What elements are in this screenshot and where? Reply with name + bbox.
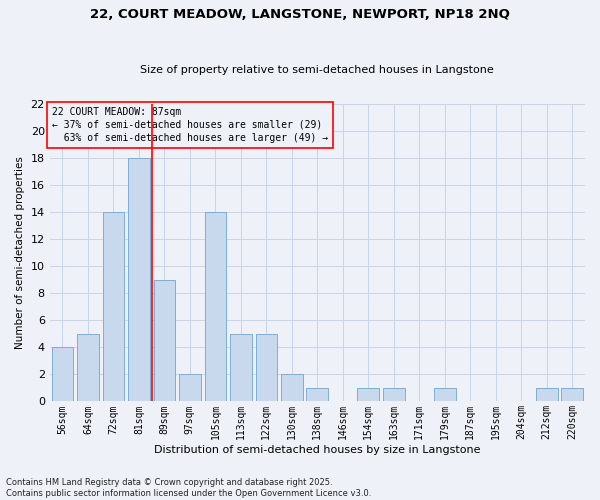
Bar	[536, 388, 557, 402]
Text: 22, COURT MEADOW, LANGSTONE, NEWPORT, NP18 2NQ: 22, COURT MEADOW, LANGSTONE, NEWPORT, NP…	[90, 8, 510, 20]
Bar	[256, 334, 277, 402]
Y-axis label: Number of semi-detached properties: Number of semi-detached properties	[15, 156, 25, 349]
Bar	[154, 280, 175, 402]
Bar	[358, 388, 379, 402]
Bar	[307, 388, 328, 402]
Bar	[179, 374, 201, 402]
Bar	[230, 334, 251, 402]
Bar	[281, 374, 302, 402]
Bar	[52, 348, 73, 402]
Bar	[383, 388, 404, 402]
Bar	[103, 212, 124, 402]
Bar	[77, 334, 99, 402]
Bar	[205, 212, 226, 402]
Text: Contains HM Land Registry data © Crown copyright and database right 2025.
Contai: Contains HM Land Registry data © Crown c…	[6, 478, 371, 498]
Text: 22 COURT MEADOW: 87sqm
← 37% of semi-detached houses are smaller (29)
  63% of s: 22 COURT MEADOW: 87sqm ← 37% of semi-det…	[52, 107, 328, 143]
Title: Size of property relative to semi-detached houses in Langstone: Size of property relative to semi-detach…	[140, 66, 494, 76]
X-axis label: Distribution of semi-detached houses by size in Langstone: Distribution of semi-detached houses by …	[154, 445, 481, 455]
Bar	[562, 388, 583, 402]
Bar	[128, 158, 150, 402]
Bar	[434, 388, 455, 402]
